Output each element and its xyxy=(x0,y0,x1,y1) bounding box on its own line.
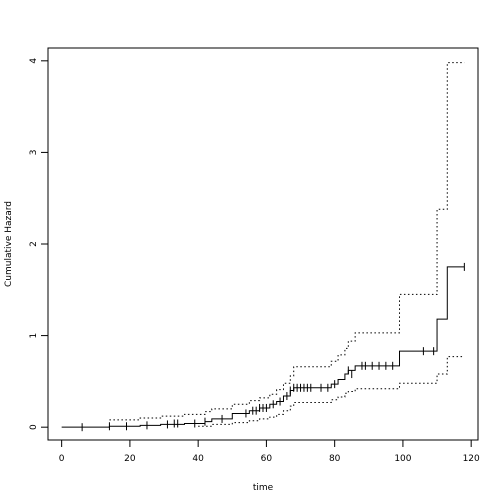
censor-marks xyxy=(81,262,465,432)
x-axis: 0 20 40 60 80 100 120 xyxy=(59,439,480,464)
y-tick-label: 3 xyxy=(29,150,39,156)
y-axis: 0 1 2 3 4 xyxy=(29,58,49,430)
x-tick-label: 40 xyxy=(192,454,204,464)
x-tick-label: 20 xyxy=(124,454,136,464)
series-upper-bound xyxy=(109,62,465,421)
x-tick-label: 0 xyxy=(59,454,65,464)
plot-frame xyxy=(47,47,479,441)
y-tick-label: 2 xyxy=(29,241,39,247)
y-tick-label: 0 xyxy=(29,424,39,430)
x-tick-label: 80 xyxy=(329,454,341,464)
x-tick-label: 120 xyxy=(463,454,480,464)
x-tick-label: 60 xyxy=(261,454,273,464)
y-axis-title: Cumulative Hazard xyxy=(4,201,14,287)
series-lower-bound xyxy=(198,356,465,427)
x-tick-label: 100 xyxy=(394,454,411,464)
series-estimate xyxy=(61,266,465,428)
y-tick-label: 1 xyxy=(29,333,39,339)
y-tick-label: 4 xyxy=(29,58,39,64)
series-layer xyxy=(61,62,465,428)
x-axis-title: time xyxy=(253,483,274,493)
